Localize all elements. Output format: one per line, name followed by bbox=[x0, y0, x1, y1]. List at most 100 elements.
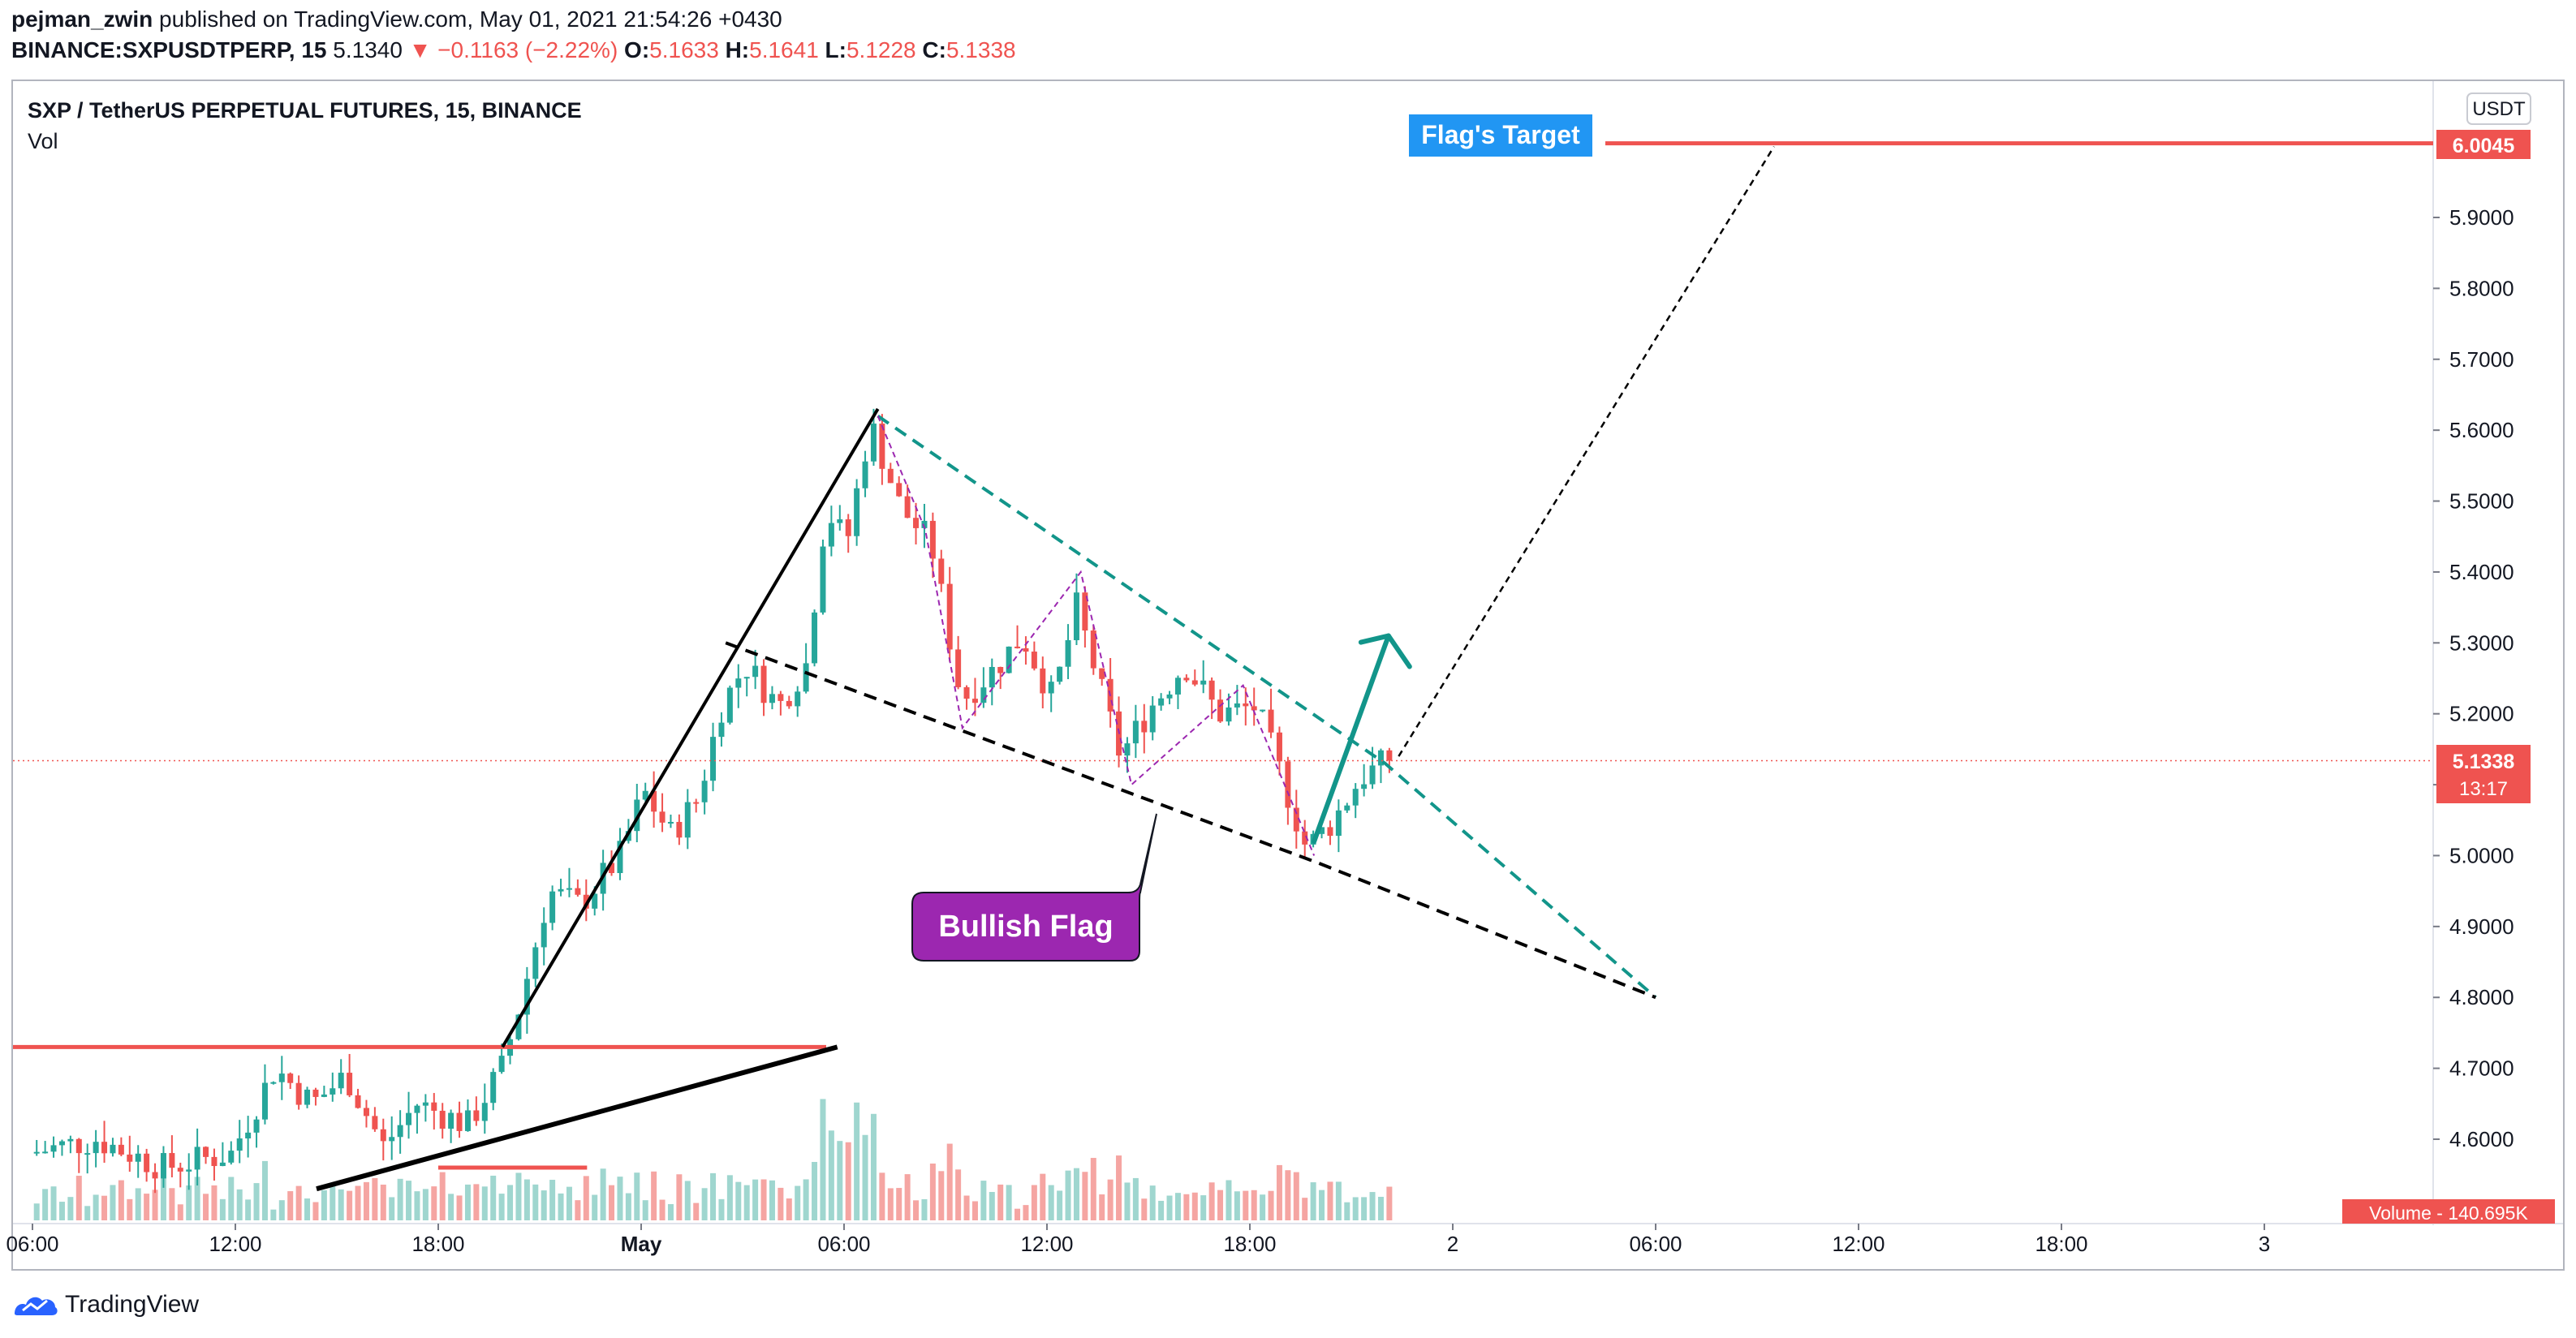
volume-bar bbox=[684, 1181, 691, 1220]
candle-body bbox=[710, 737, 717, 781]
candle-body bbox=[490, 1072, 497, 1104]
candle-body bbox=[236, 1138, 243, 1151]
volume-bar bbox=[498, 1194, 505, 1220]
y-tick-label: 4.8000 bbox=[2449, 985, 2514, 1009]
candle-body bbox=[33, 1151, 40, 1154]
volume-bar bbox=[186, 1185, 192, 1220]
volume-bar bbox=[135, 1188, 141, 1220]
time-axis[interactable]: 06:00 12:00 18:00 May 06:00 12:00 18:00 2 06:00 1… bbox=[6, 1224, 2270, 1256]
candle-body bbox=[397, 1125, 403, 1138]
candle-body bbox=[1302, 831, 1308, 845]
candle-body bbox=[862, 461, 868, 488]
candle-body bbox=[1226, 707, 1232, 722]
volume-bar bbox=[997, 1184, 1004, 1220]
volume-bar bbox=[1285, 1170, 1291, 1220]
candle-body bbox=[1276, 732, 1282, 762]
volume-bar bbox=[1200, 1195, 1207, 1220]
volume-bar bbox=[558, 1193, 564, 1220]
candle-body bbox=[1023, 647, 1029, 652]
volume-bar bbox=[1293, 1172, 1299, 1220]
volume-bar bbox=[203, 1194, 209, 1220]
volume-bar bbox=[929, 1164, 936, 1220]
candle-body bbox=[1040, 668, 1046, 694]
candle-body bbox=[803, 663, 809, 692]
volume-bar bbox=[75, 1176, 82, 1220]
volume-bar bbox=[1031, 1185, 1037, 1220]
candle-body bbox=[473, 1110, 480, 1121]
volume-bar bbox=[946, 1143, 953, 1220]
candle-body bbox=[169, 1153, 175, 1168]
volume-bar bbox=[701, 1188, 708, 1220]
candle-body bbox=[203, 1147, 209, 1157]
volume-bar bbox=[144, 1194, 150, 1220]
price-axis[interactable]: 4.60004.70004.80004.90005.00005.10005.20… bbox=[2433, 205, 2514, 1151]
candle-body bbox=[760, 665, 767, 703]
candle-body bbox=[1208, 680, 1215, 700]
candle-body bbox=[718, 722, 725, 738]
volume-legend[interactable]: Vol bbox=[28, 129, 58, 153]
candle-body bbox=[642, 790, 648, 800]
volume-bar bbox=[152, 1190, 158, 1220]
chart-frame[interactable] bbox=[11, 80, 2565, 1271]
chart-legend-title[interactable]: SXP / TetherUS PERPETUAL FUTURES, 15, BI… bbox=[28, 98, 582, 123]
volume-bar bbox=[1191, 1192, 1198, 1220]
y-tick-label: 4.9000 bbox=[2449, 914, 2514, 939]
candle-body bbox=[118, 1144, 124, 1155]
last-price-value: 5.1338 bbox=[2453, 751, 2515, 773]
volume-bar bbox=[1386, 1186, 1393, 1220]
volume-bar bbox=[1335, 1181, 1342, 1220]
volume-bar bbox=[862, 1134, 868, 1220]
candle-body bbox=[896, 483, 902, 497]
breakout-arrow bbox=[1312, 633, 1391, 844]
candle-body bbox=[812, 612, 818, 664]
candle-body bbox=[1361, 784, 1368, 789]
drawings bbox=[13, 141, 2433, 1192]
high-value: 5.1641 bbox=[749, 37, 819, 62]
candle-body bbox=[101, 1142, 108, 1154]
candle-body bbox=[1344, 805, 1350, 811]
candle-body bbox=[879, 424, 885, 469]
volume-bar bbox=[600, 1168, 606, 1220]
bullish-flag-callout[interactable]: Bullish Flag bbox=[911, 813, 1157, 962]
candle-body bbox=[464, 1110, 471, 1131]
flag-target-label[interactable]: Flag's Target bbox=[1409, 114, 1592, 157]
volume-bar bbox=[1132, 1177, 1139, 1220]
breakout-arrow-head bbox=[1358, 633, 1412, 669]
candle-body bbox=[1090, 630, 1096, 669]
candle-body bbox=[854, 488, 860, 536]
candle-body bbox=[439, 1110, 446, 1129]
candle-body bbox=[152, 1172, 158, 1179]
candle-body bbox=[837, 519, 843, 523]
volume-bar bbox=[160, 1178, 166, 1220]
volume-bar bbox=[261, 1160, 268, 1220]
volume-bar bbox=[1073, 1168, 1079, 1220]
tradingview-logo[interactable]: TradingView bbox=[11, 1289, 199, 1321]
target-price-value: 6.0045 bbox=[2453, 135, 2515, 157]
volume-bar bbox=[515, 1172, 522, 1220]
volume-bar bbox=[338, 1189, 344, 1220]
candle-body bbox=[887, 468, 894, 484]
candle-body bbox=[795, 691, 801, 707]
volume-bar bbox=[1251, 1190, 1257, 1220]
x-tick-label: 12:00 bbox=[1832, 1232, 1885, 1256]
volume-bar bbox=[1302, 1198, 1308, 1220]
volume-bar bbox=[523, 1179, 530, 1220]
volume-bar bbox=[541, 1190, 547, 1220]
volume-bar bbox=[33, 1203, 40, 1220]
volume-bar bbox=[1208, 1182, 1215, 1220]
candle-body bbox=[1132, 721, 1139, 744]
currency-badge[interactable]: USDT bbox=[2466, 92, 2531, 125]
volume-bar bbox=[490, 1175, 497, 1220]
candle-body bbox=[1319, 827, 1325, 834]
volume-bar bbox=[219, 1198, 226, 1220]
candle-body bbox=[1260, 709, 1266, 712]
volume-bar bbox=[1369, 1192, 1376, 1220]
author-name[interactable]: pejman_zwin bbox=[11, 6, 153, 32]
candle-body bbox=[261, 1082, 268, 1120]
volume-bar bbox=[583, 1176, 589, 1220]
volume-bar bbox=[642, 1200, 648, 1220]
y-tick-label: 5.9000 bbox=[2449, 205, 2514, 230]
candle-body bbox=[278, 1073, 285, 1082]
x-tick-label: 2 bbox=[1447, 1232, 1458, 1256]
